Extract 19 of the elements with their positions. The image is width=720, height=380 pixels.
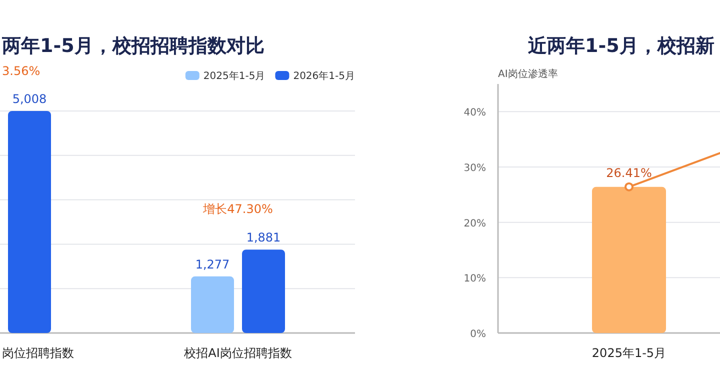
y-axis-title: AI岗位渗透率 <box>498 68 558 80</box>
x-tick-label: 岗位招聘指数 <box>2 346 74 360</box>
y-tick-label: 10% <box>464 274 486 285</box>
y-tick-label: 20% <box>464 218 486 230</box>
legend-label: 2026年1-5月 <box>293 70 355 82</box>
data-label: 5,008 <box>12 92 47 106</box>
text: 3.56% <box>2 64 40 78</box>
y-tick-label: 0% <box>470 329 486 340</box>
y-tick-label: 40% <box>464 108 486 119</box>
y-tick-label: 30% <box>464 163 486 174</box>
chart-title: 两年1-5月，校招招聘指数对比 <box>1 35 264 57</box>
data-label: 1,881 <box>246 230 281 245</box>
x-tick-label: 2025年1-5月 <box>592 346 666 360</box>
annotation: 增长47.30% <box>202 202 273 216</box>
legend-label: 2025年1-5月 <box>203 70 266 82</box>
x-tick-label: 校招AI岗位招聘指数 <box>183 346 292 360</box>
data-label: 26.41% <box>606 166 652 180</box>
chart-title: 近两年1-5月，校招新 <box>527 35 714 57</box>
data-label: 1,277 <box>195 257 230 272</box>
